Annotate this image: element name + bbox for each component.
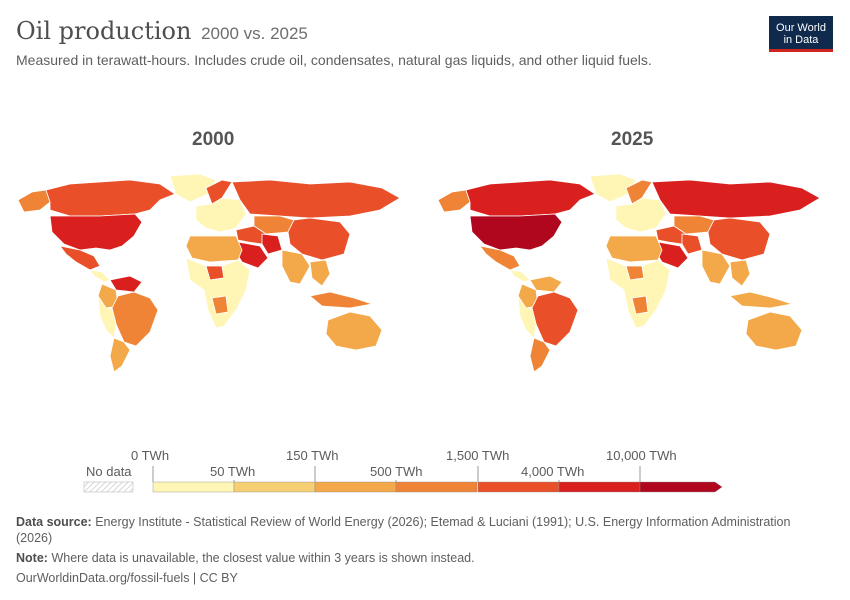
source-url[interactable]: OurWorldinData.org/fossil-fuels | CC BY (16, 571, 238, 585)
region-canada-2000[interactable] (45, 179, 176, 217)
region-argentina-2025[interactable] (529, 337, 551, 373)
no-data-swatch (83, 481, 134, 493)
region-canada-2025[interactable] (465, 179, 596, 217)
region-indonesia-2000[interactable] (309, 291, 373, 309)
logo-accent-bar (769, 49, 833, 52)
chart-footer: Data source: Energy Institute - Statisti… (16, 514, 816, 590)
region-indonesia-2025[interactable] (729, 291, 793, 309)
region-europe-2025[interactable] (615, 197, 667, 233)
map-countries-2000 (17, 173, 401, 373)
region-southeast-asia-2025[interactable] (729, 259, 751, 287)
world-map-2000[interactable] (10, 170, 420, 380)
legend-bin-4[interactable] (477, 481, 560, 493)
owid-logo[interactable]: Our World in Data (769, 16, 833, 52)
region-angola-2000[interactable] (211, 295, 229, 315)
region-iran-2025[interactable] (681, 233, 703, 255)
legend-bin-0[interactable] (152, 481, 235, 493)
region-india-2025[interactable] (701, 249, 731, 285)
region-russia-2000[interactable] (231, 179, 401, 219)
region-iran-2000[interactable] (261, 233, 283, 255)
region-colombia-2000[interactable] (97, 283, 119, 309)
chart-subtitle: Measured in terawatt-hours. Includes cru… (16, 52, 652, 68)
region-alaska-2025[interactable] (437, 189, 471, 213)
title-main: Oil production (16, 17, 192, 45)
region-africa-2000[interactable] (185, 257, 251, 329)
region-alaska-2000[interactable] (17, 189, 51, 213)
chart-title: Oil production 2000 vs. 2025 (16, 16, 756, 49)
data-source-text: Energy Institute - Statistical Review of… (16, 515, 791, 545)
region-mexico-2000[interactable] (59, 245, 101, 271)
legend-bin-3[interactable] (395, 481, 478, 493)
region-norway-2025[interactable] (625, 179, 653, 205)
legend-bin-5[interactable] (558, 481, 641, 493)
region-north-africa-2000[interactable] (185, 235, 243, 263)
region-india-2000[interactable] (281, 249, 311, 285)
region-southeast-asia-2000[interactable] (309, 259, 331, 287)
legend-bins (152, 481, 723, 493)
title-suffix: 2000 vs. 2025 (201, 24, 308, 43)
region-australia-2025[interactable] (745, 311, 803, 351)
map-year-2025: 2025 (611, 129, 654, 150)
legend-label-150: 150 TWh (286, 448, 339, 463)
region-south-america-2025[interactable] (517, 295, 537, 339)
region-angola-2025[interactable] (631, 295, 649, 315)
legend-label-0: 0 TWh (131, 448, 170, 463)
region-central-america-2025[interactable] (509, 269, 531, 283)
map-year-2000: 2000 (192, 129, 235, 150)
data-source: Data source: Energy Institute - Statisti… (16, 514, 816, 546)
note-label: Note: (16, 551, 48, 565)
region-venezuela-2000[interactable] (109, 275, 143, 293)
data-source-label: Data source: (16, 515, 92, 529)
region-mexico-2025[interactable] (479, 245, 521, 271)
legend-label-50: 50 TWh (210, 464, 256, 479)
legend-label-4000: 4,000 TWh (521, 464, 585, 479)
region-south-america-2000[interactable] (97, 295, 117, 339)
legend-ticks (152, 466, 641, 482)
region-brazil-2000[interactable] (111, 291, 159, 347)
legend-label-1500: 1,500 TWh (446, 448, 510, 463)
color-legend: No data 0 TWh 150 TWh 1,500 TWh 10,000 T… (0, 440, 850, 500)
region-australia-2000[interactable] (325, 311, 383, 351)
legend-label-10000: 10,000 TWh (606, 448, 677, 463)
note-text: Where data is unavailable, the closest v… (51, 551, 475, 565)
region-china-2025[interactable] (707, 217, 771, 261)
legend-label-500: 500 TWh (370, 464, 423, 479)
map-countries-2025 (437, 173, 821, 373)
region-africa-2025[interactable] (605, 257, 671, 329)
region-usa-2025[interactable] (469, 213, 563, 251)
legend-bin-2[interactable] (314, 481, 397, 493)
region-central-america-2000[interactable] (89, 269, 111, 283)
region-russia-2025[interactable] (651, 179, 821, 219)
logo-line-2: in Data (783, 34, 819, 46)
chart-note: Note: Where data is unavailable, the clo… (16, 550, 816, 566)
legend-bin-6[interactable] (639, 481, 723, 493)
world-map-2025[interactable] (430, 170, 840, 380)
region-brazil-2025[interactable] (531, 291, 579, 347)
logo-line-1: Our World (776, 22, 826, 34)
region-china-2000[interactable] (287, 217, 351, 261)
region-venezuela-2025[interactable] (529, 275, 563, 293)
legend-bin-1[interactable] (233, 481, 316, 493)
region-usa-2000[interactable] (49, 213, 143, 251)
region-norway-2000[interactable] (205, 179, 233, 205)
legend-no-data-label: No data (86, 464, 132, 479)
region-north-africa-2025[interactable] (605, 235, 663, 263)
chart-header: Oil production 2000 vs. 2025 (16, 16, 756, 49)
legend-svg (83, 466, 723, 493)
region-argentina-2000[interactable] (109, 337, 131, 373)
region-colombia-2025[interactable] (517, 283, 539, 309)
region-europe-2000[interactable] (195, 197, 247, 233)
